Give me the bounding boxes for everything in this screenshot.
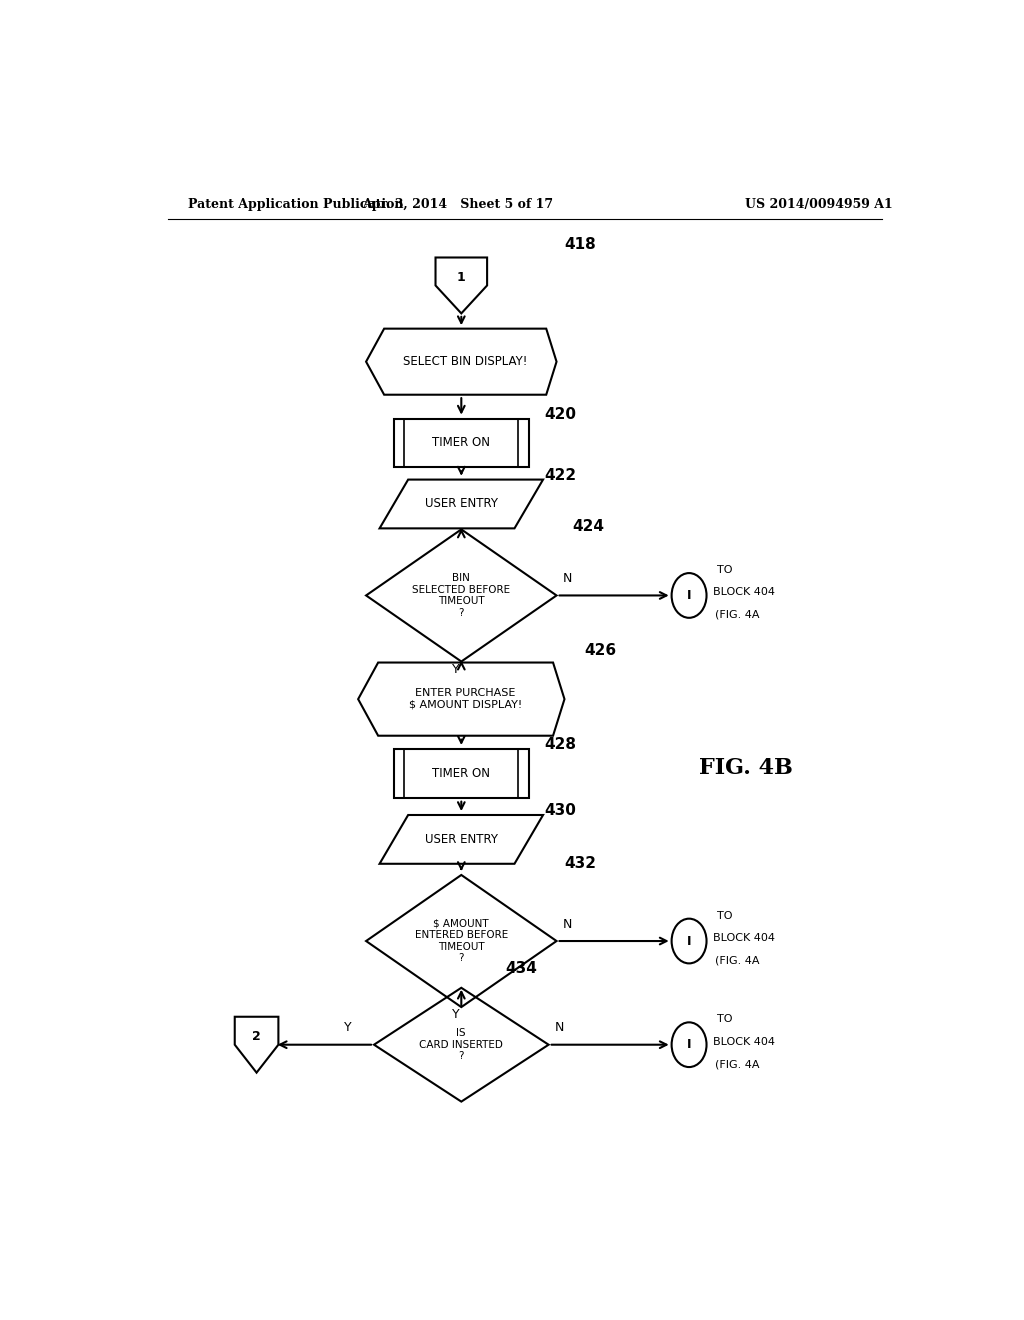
Text: IS
CARD INSERTED
?: IS CARD INSERTED ? xyxy=(420,1028,503,1061)
Text: 430: 430 xyxy=(545,804,577,818)
Text: I: I xyxy=(687,1039,691,1051)
Text: (FIG. 4A: (FIG. 4A xyxy=(715,956,760,965)
Text: I: I xyxy=(687,935,691,948)
Text: BLOCK 404: BLOCK 404 xyxy=(713,587,775,598)
Text: TIMER ON: TIMER ON xyxy=(432,767,490,780)
Text: 420: 420 xyxy=(545,407,577,422)
Text: 1: 1 xyxy=(457,271,466,284)
Text: N: N xyxy=(555,1022,564,1035)
Text: (FIG. 4A: (FIG. 4A xyxy=(715,1059,760,1069)
Text: $ AMOUNT
ENTERED BEFORE
TIMEOUT
?: $ AMOUNT ENTERED BEFORE TIMEOUT ? xyxy=(415,919,508,964)
Text: ENTER PURCHASE
$ AMOUNT DISPLAY!: ENTER PURCHASE $ AMOUNT DISPLAY! xyxy=(409,688,522,710)
Text: USER ENTRY: USER ENTRY xyxy=(425,833,498,846)
Text: TO: TO xyxy=(717,565,732,576)
Text: USER ENTRY: USER ENTRY xyxy=(425,498,498,511)
Text: BLOCK 404: BLOCK 404 xyxy=(713,933,775,942)
Text: I: I xyxy=(687,589,691,602)
Text: FIG. 4B: FIG. 4B xyxy=(699,758,794,779)
Text: Apr. 3, 2014   Sheet 5 of 17: Apr. 3, 2014 Sheet 5 of 17 xyxy=(361,198,553,211)
Text: TIMER ON: TIMER ON xyxy=(432,437,490,450)
Text: Y: Y xyxy=(452,663,460,676)
Text: Y: Y xyxy=(452,1008,460,1022)
Text: US 2014/0094959 A1: US 2014/0094959 A1 xyxy=(744,198,892,211)
Text: 2: 2 xyxy=(252,1030,261,1043)
Text: Y: Y xyxy=(344,1022,351,1035)
Text: BLOCK 404: BLOCK 404 xyxy=(713,1036,775,1047)
Text: 428: 428 xyxy=(545,738,577,752)
Text: 434: 434 xyxy=(505,961,537,975)
Text: N: N xyxy=(563,917,572,931)
Text: (FIG. 4A: (FIG. 4A xyxy=(715,610,760,620)
Text: BIN
SELECTED BEFORE
TIMEOUT
?: BIN SELECTED BEFORE TIMEOUT ? xyxy=(413,573,510,618)
Text: 422: 422 xyxy=(545,469,577,483)
Text: N: N xyxy=(563,573,572,585)
Text: TO: TO xyxy=(717,1014,732,1024)
Text: SELECT BIN DISPLAY!: SELECT BIN DISPLAY! xyxy=(402,355,527,368)
Text: 432: 432 xyxy=(564,857,596,871)
Text: TO: TO xyxy=(717,911,732,920)
Bar xyxy=(394,418,528,467)
Bar xyxy=(394,748,528,797)
Text: 418: 418 xyxy=(564,238,596,252)
Text: 426: 426 xyxy=(585,643,616,657)
Text: Patent Application Publication: Patent Application Publication xyxy=(187,198,403,211)
Text: 424: 424 xyxy=(572,519,604,533)
